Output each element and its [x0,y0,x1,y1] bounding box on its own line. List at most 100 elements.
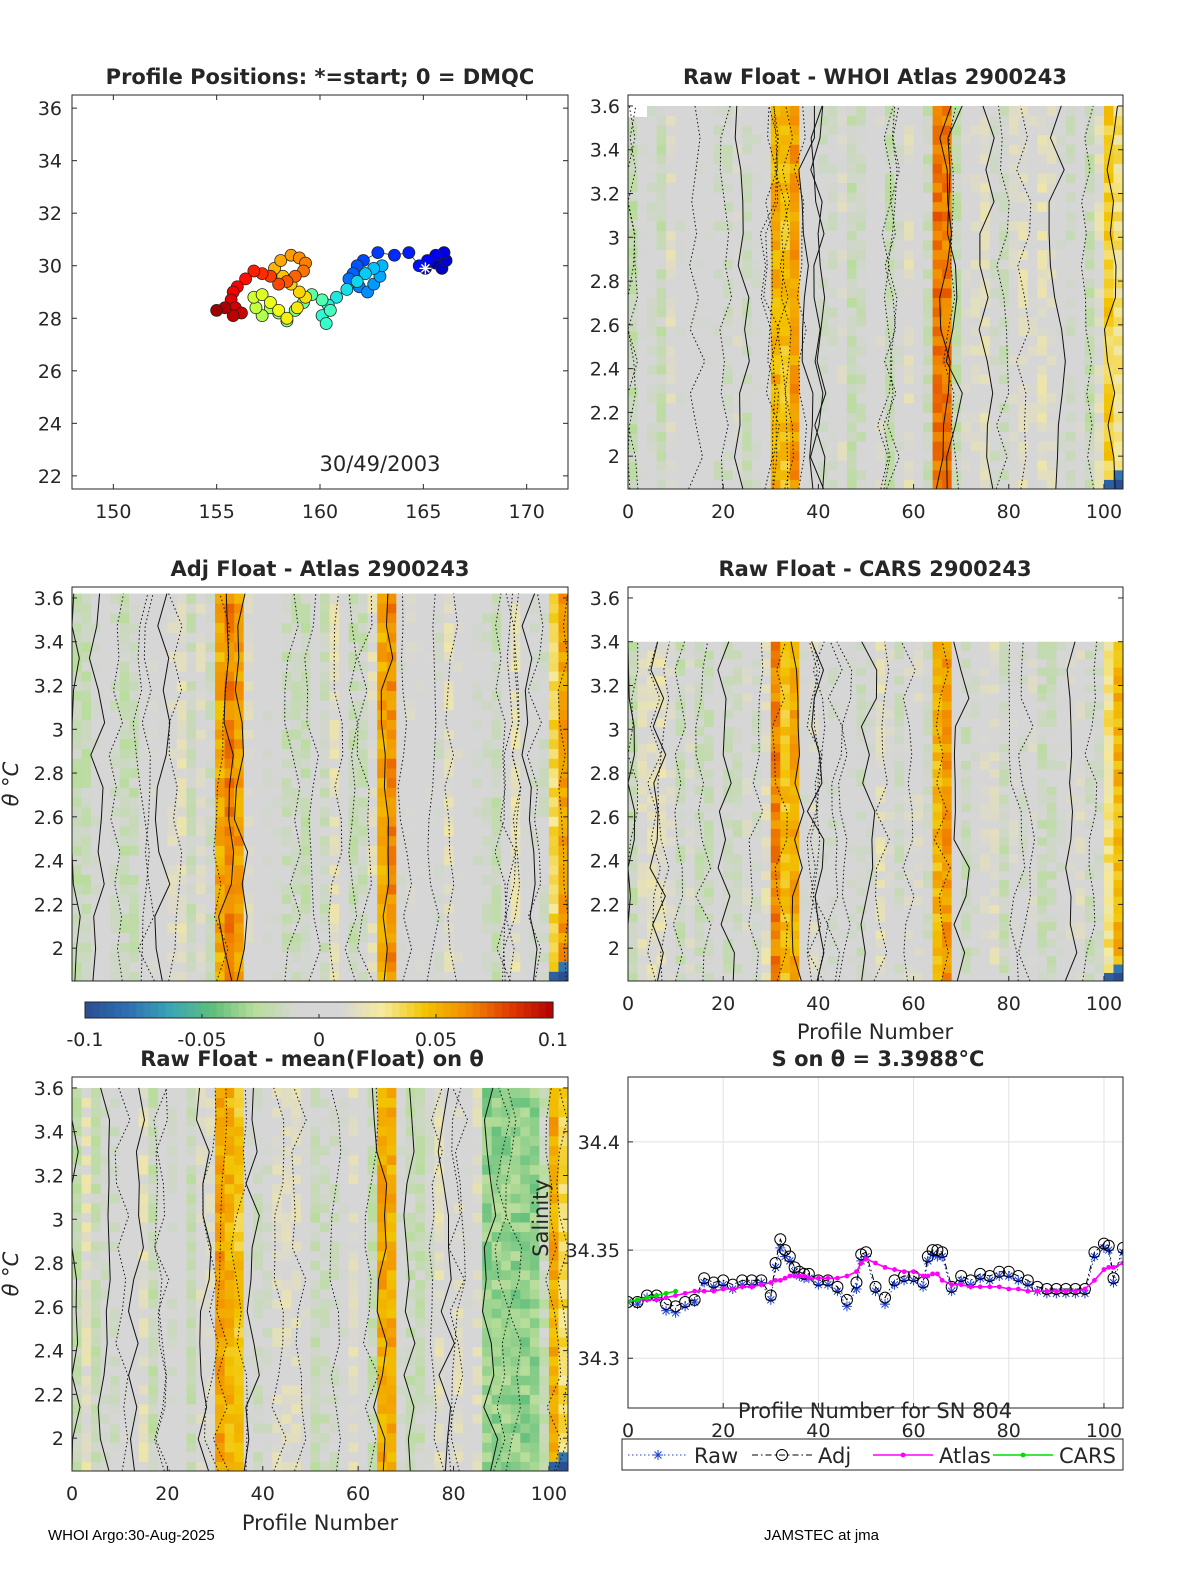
field-cell [980,115,991,126]
field-cell [675,460,686,471]
field-cell [827,182,838,193]
field-cell [713,913,724,923]
field-cell [827,297,838,308]
field-cell [110,845,121,856]
field-cell [1008,105,1019,117]
field-cell [980,153,991,164]
field-cell [694,115,705,126]
field-cell [704,879,715,889]
field-cell [196,893,207,905]
field-cell [453,874,464,885]
field-cell [685,460,696,471]
field-cell [224,729,235,740]
field-cell [558,971,568,981]
field-cell [894,441,905,452]
field-cell [1027,240,1038,251]
field-cell [310,942,321,953]
field-cell [846,144,857,155]
field-cell [904,182,915,193]
field-cell [358,951,369,963]
field-cell [558,922,568,934]
field-cell [637,751,648,761]
field-cell [666,268,677,279]
field-cell [272,641,283,653]
field-cell [386,874,397,885]
field-cell [405,845,416,856]
field-cell [923,307,934,318]
field-cell [723,819,734,829]
field-cell [205,641,216,653]
field-cell [272,700,283,711]
field-cell [913,268,924,279]
field-cell [1037,153,1048,164]
field-cell [196,826,207,837]
field-cell [300,893,311,905]
field-cell [1084,249,1095,260]
field-cell [434,748,445,759]
field-cell [520,603,531,614]
field-cell [367,709,378,720]
field-cell [281,641,292,653]
field-cell [637,862,648,872]
field-cell [405,671,416,682]
field-cell [272,884,283,895]
field-cell [628,182,639,192]
field-cell [157,845,168,856]
contour-dotted [765,105,780,489]
field-cell [923,163,934,174]
field-cell [875,345,886,356]
field-cell [463,593,474,604]
field-cell [742,701,753,711]
field-cell [1018,431,1029,442]
field-cell [685,335,696,346]
field-cell [224,806,235,817]
field-cell [1084,287,1095,298]
field-cell [405,719,416,730]
field-cell [732,675,743,685]
field-cell [761,845,772,855]
field-cell [637,811,648,821]
field-cell [780,460,791,471]
field-cell [1084,374,1095,385]
field-cell [675,402,686,413]
field-cell [1046,412,1057,423]
field-cell [808,220,819,231]
field-cell [818,335,829,346]
field-cell [253,796,264,808]
field-cell [1075,297,1086,308]
field-cell [510,951,521,963]
field-cell [1046,201,1057,212]
field-cell [932,374,943,385]
field-cell [434,641,445,653]
field-cell [666,230,677,241]
field-cell [666,182,677,193]
field-cell [72,971,83,981]
field-cell [713,675,724,685]
field-cell [415,709,426,720]
field-cell [628,163,639,174]
field-cell [789,278,800,289]
field-cell [463,719,474,730]
field-cell [377,593,388,604]
field-cell [923,240,934,251]
field-cell [875,268,886,279]
field-cell [100,951,111,963]
field-cell [453,777,464,788]
field-cell [424,680,435,691]
field-cell [91,729,102,740]
field-cell [215,719,226,730]
field-cell [405,806,416,817]
field-cell [732,743,743,753]
field-cell [656,249,667,260]
field-cell [491,796,502,808]
field-cell [732,402,743,413]
field-cell [501,922,512,934]
field-cell [339,932,350,943]
field-cell [444,893,455,905]
field-cell [675,964,686,974]
field-cell [989,364,1000,375]
field-cell [520,961,531,972]
field-cell [951,172,962,184]
field-cell [548,816,559,827]
field-cell [491,777,502,788]
